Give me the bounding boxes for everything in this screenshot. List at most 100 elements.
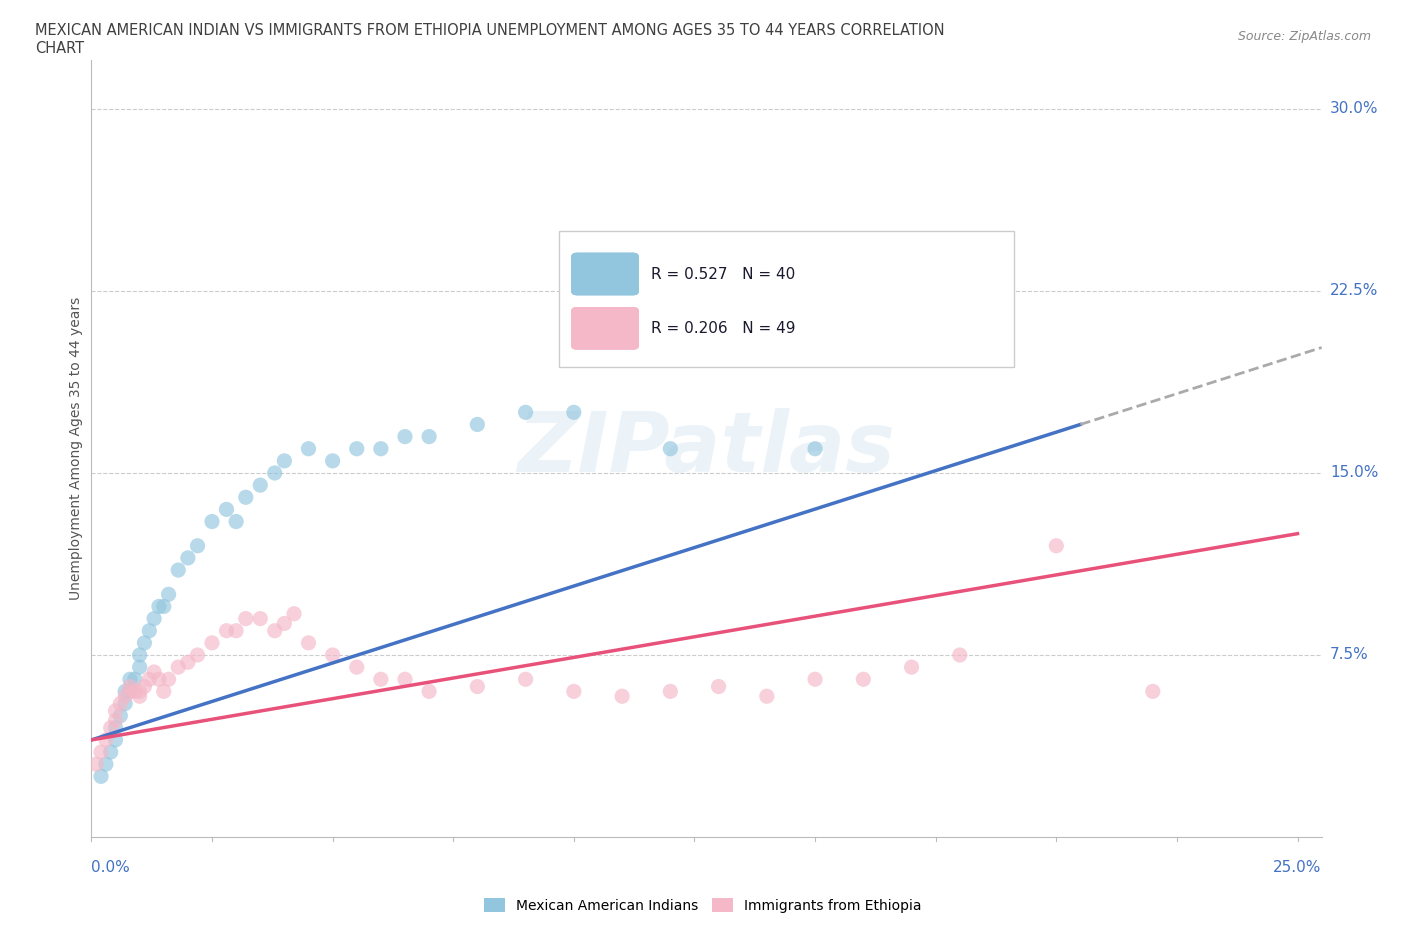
Point [167, 563, 190, 578]
Point [128, 659, 150, 674]
Point [134, 635, 156, 650]
Text: R = 0.206   N = 49: R = 0.206 N = 49 [651, 321, 796, 336]
Y-axis label: Unemployment Among Ages 35 to 44 years: Unemployment Among Ages 35 to 44 years [69, 297, 83, 601]
Point [128, 689, 150, 704]
FancyBboxPatch shape [558, 232, 1014, 367]
Point [515, 671, 537, 686]
Point [90, 745, 112, 760]
Point [104, 703, 127, 718]
Point [249, 611, 271, 626]
Point [394, 671, 416, 686]
Point [100, 721, 122, 736]
Point [124, 684, 146, 698]
Point [418, 429, 440, 444]
Point [124, 671, 146, 686]
Point [143, 611, 166, 626]
Point [152, 599, 174, 614]
Point [467, 679, 489, 694]
Point [114, 684, 136, 698]
Point [346, 659, 368, 674]
Point [1045, 538, 1067, 553]
Point [128, 684, 150, 698]
Point [110, 709, 132, 724]
Point [148, 599, 170, 614]
Point [659, 684, 682, 698]
Point [148, 671, 170, 686]
Point [138, 671, 160, 686]
Point [659, 442, 682, 457]
Point [852, 671, 875, 686]
Point [167, 659, 190, 674]
Text: 0.0%: 0.0% [91, 860, 131, 875]
Point [152, 684, 174, 698]
Text: 30.0%: 30.0% [1330, 101, 1378, 116]
FancyBboxPatch shape [571, 307, 638, 350]
Point [562, 684, 585, 698]
Point [900, 659, 922, 674]
Point [104, 733, 127, 748]
Text: 22.5%: 22.5% [1330, 284, 1378, 299]
Point [157, 587, 180, 602]
Point [235, 611, 257, 626]
Text: MEXICAN AMERICAN INDIAN VS IMMIGRANTS FROM ETHIOPIA UNEMPLOYMENT AMONG AGES 35 T: MEXICAN AMERICAN INDIAN VS IMMIGRANTS FR… [35, 23, 945, 56]
Point [949, 647, 972, 662]
Text: R = 0.527   N = 40: R = 0.527 N = 40 [651, 267, 796, 282]
Point [114, 696, 136, 711]
Point [114, 689, 136, 704]
Point [186, 538, 208, 553]
Point [418, 684, 440, 698]
Point [273, 616, 295, 631]
Point [201, 635, 224, 650]
Text: Source: ZipAtlas.com: Source: ZipAtlas.com [1237, 30, 1371, 43]
Point [118, 671, 141, 686]
Point [186, 647, 208, 662]
Point [138, 623, 160, 638]
Point [177, 551, 200, 565]
Point [346, 442, 368, 457]
Point [515, 405, 537, 419]
Point [134, 679, 156, 694]
Point [201, 514, 224, 529]
Point [177, 655, 200, 670]
Point [370, 442, 392, 457]
Point [283, 606, 305, 621]
Point [215, 623, 238, 638]
Point [249, 478, 271, 493]
Text: 25.0%: 25.0% [1274, 860, 1322, 875]
Point [118, 684, 141, 698]
Point [94, 757, 117, 772]
Point [755, 689, 778, 704]
Point [94, 733, 117, 748]
Point [90, 769, 112, 784]
Point [804, 671, 827, 686]
Point [104, 713, 127, 728]
Point [707, 679, 730, 694]
Point [273, 454, 295, 469]
Point [263, 466, 285, 481]
Point [118, 679, 141, 694]
Point [263, 623, 285, 638]
Point [467, 417, 489, 432]
Point [157, 671, 180, 686]
FancyBboxPatch shape [571, 253, 638, 296]
Point [235, 490, 257, 505]
Point [322, 454, 344, 469]
Point [225, 514, 247, 529]
Point [100, 745, 122, 760]
Point [128, 647, 150, 662]
Point [322, 647, 344, 662]
Point [394, 429, 416, 444]
Text: 7.5%: 7.5% [1330, 647, 1368, 662]
Point [804, 442, 827, 457]
Point [143, 665, 166, 680]
Text: ZIPatlas: ZIPatlas [517, 408, 896, 489]
Text: 15.0%: 15.0% [1330, 466, 1378, 481]
Point [297, 635, 319, 650]
Point [215, 502, 238, 517]
Point [118, 684, 141, 698]
Point [84, 757, 107, 772]
Point [610, 689, 633, 704]
Point [1142, 684, 1164, 698]
Legend: Mexican American Indians, Immigrants from Ethiopia: Mexican American Indians, Immigrants fro… [478, 893, 928, 919]
Point [110, 696, 132, 711]
